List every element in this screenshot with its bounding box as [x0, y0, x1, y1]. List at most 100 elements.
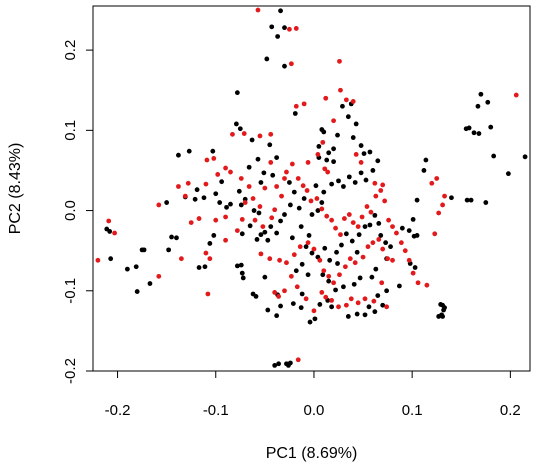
data-point-black — [274, 230, 280, 236]
data-point-black — [275, 34, 281, 39]
data-point-black — [345, 314, 351, 319]
data-point-black — [236, 188, 242, 194]
data-point-black — [282, 25, 287, 31]
y-tick-label: 0.0 — [62, 200, 79, 221]
data-point-red — [384, 304, 390, 310]
data-point-red — [372, 180, 378, 186]
data-point-black — [320, 272, 326, 278]
data-point-black — [336, 178, 341, 184]
data-point-red — [303, 296, 309, 302]
data-point-red — [440, 202, 445, 208]
data-point-black — [361, 151, 367, 157]
data-point-red — [106, 218, 112, 224]
data-point-black — [176, 152, 181, 158]
data-point-black — [201, 195, 207, 201]
y-tick-label: -0.1 — [62, 278, 79, 304]
data-point-red — [258, 251, 264, 257]
data-point-red — [329, 217, 335, 223]
data-point-black — [299, 291, 305, 297]
data-point-black — [287, 202, 293, 208]
data-point-black — [353, 121, 359, 127]
data-point-black — [309, 250, 315, 256]
data-point-black — [362, 224, 368, 230]
data-point-black — [340, 103, 345, 109]
data-point-red — [442, 193, 447, 199]
data-point-red — [355, 300, 361, 306]
data-point-red — [295, 176, 301, 181]
data-point-black — [475, 103, 481, 109]
data-point-red — [337, 272, 342, 278]
data-point-red — [272, 289, 278, 295]
data-point-red — [350, 220, 356, 225]
data-point-red — [112, 230, 118, 236]
x-tick-label: -0.1 — [203, 402, 229, 419]
data-point-black — [414, 197, 420, 203]
data-point-black — [327, 257, 333, 263]
data-point-black — [466, 125, 472, 131]
data-point-red — [410, 270, 416, 276]
data-point-black — [278, 8, 283, 14]
data-point-red — [196, 216, 202, 221]
plot-frame — [92, 5, 531, 372]
data-point-black — [522, 154, 528, 160]
data-point-black — [124, 266, 130, 272]
data-point-red — [223, 237, 228, 243]
data-point-black — [303, 244, 309, 250]
y-axis: -0.2 -0.1 0.0 0.1 0.2 — [62, 40, 93, 384]
data-point-red — [331, 280, 336, 286]
data-point-red — [268, 131, 274, 137]
data-point-red — [182, 193, 188, 199]
data-point-black — [358, 143, 364, 148]
data-point-black — [383, 240, 389, 246]
data-point-red — [424, 282, 430, 288]
x-tick-label: 0.2 — [500, 402, 521, 419]
data-point-black — [238, 262, 244, 268]
data-point-black — [234, 263, 240, 269]
data-point-black — [399, 225, 405, 231]
data-point-black — [464, 197, 470, 203]
data-point-black — [367, 149, 373, 155]
data-point-black — [321, 189, 327, 195]
data-point-black — [375, 293, 381, 298]
data-point-red — [379, 280, 385, 286]
data-point-red — [390, 224, 395, 230]
data-point-red — [185, 180, 191, 186]
data-point-black — [186, 148, 192, 154]
data-point-black — [476, 131, 482, 136]
data-point-black — [372, 212, 378, 218]
data-point-black — [254, 237, 260, 242]
data-point-red — [260, 224, 266, 230]
data-point-red — [358, 160, 364, 165]
data-point-black — [306, 233, 312, 238]
data-point-red — [394, 230, 399, 236]
data-point-black — [246, 164, 252, 170]
data-point-red — [268, 160, 274, 165]
data-point-red — [250, 196, 256, 201]
data-point-red — [390, 257, 395, 263]
data-point-black — [331, 159, 336, 165]
data-point-red — [319, 206, 325, 212]
data-point-black — [343, 231, 349, 237]
data-point-black — [421, 168, 427, 173]
x-axis-title: PC1 (8.69%) — [266, 445, 358, 462]
data-point-black — [262, 274, 268, 280]
data-point-red — [156, 273, 162, 279]
y-tick-label: -0.2 — [62, 358, 79, 384]
x-tick-label: -0.2 — [105, 402, 131, 419]
data-point-red — [95, 257, 101, 263]
data-point-black — [253, 293, 259, 299]
data-point-red — [370, 240, 376, 246]
data-point-black — [315, 208, 321, 213]
data-point-black — [264, 56, 270, 62]
data-point-red — [223, 214, 228, 220]
data-point-black — [274, 313, 280, 319]
data-point-black — [213, 191, 219, 197]
data-point-black — [329, 304, 335, 310]
data-point-black — [269, 24, 275, 30]
data-point-red — [288, 273, 294, 279]
data-point-black — [202, 264, 208, 270]
data-point-red — [178, 256, 184, 262]
data-point-black — [356, 232, 362, 238]
data-point-black — [341, 284, 346, 290]
data-point-red — [398, 240, 404, 246]
